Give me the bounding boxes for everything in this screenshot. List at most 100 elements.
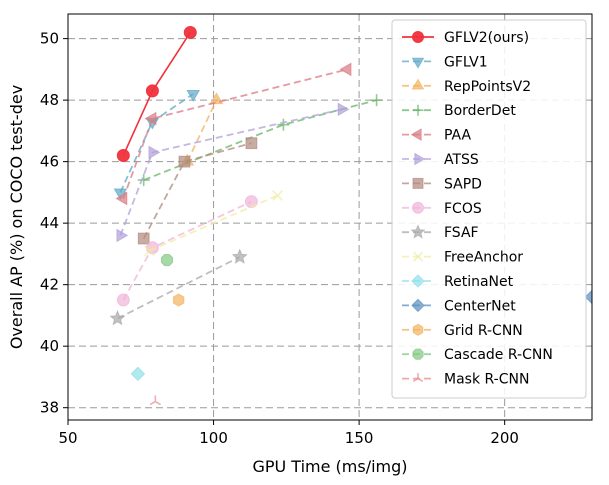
legend-marker: [412, 104, 424, 116]
legend-marker: [411, 274, 425, 288]
legend-label: RepPointsV2: [444, 79, 531, 95]
data-point: [337, 102, 350, 117]
y-tick-label: 46: [40, 153, 59, 171]
series-layer: [109, 25, 592, 406]
x-tick-label: 100: [199, 429, 228, 447]
legend-marker: [412, 348, 424, 360]
data-point: [145, 84, 159, 98]
legend-item: BorderDet: [402, 103, 516, 119]
y-tick-label: 40: [40, 337, 59, 355]
legend-marker: [410, 224, 426, 239]
legend-label: BorderDet: [444, 103, 516, 119]
legend-label: Cascade R-CNN: [444, 347, 553, 363]
data-point: [172, 293, 185, 307]
data-point: [339, 62, 352, 77]
legend-marker: [412, 31, 424, 43]
data-point: [116, 148, 130, 162]
data-point: [183, 25, 197, 39]
legend-label: PAA: [444, 128, 472, 144]
ticks: 50 100 150 200 38 40 42 44 46 48 50: [40, 30, 519, 447]
y-tick-label: 48: [40, 91, 59, 109]
legend-item: GFLV2(ours): [402, 30, 529, 46]
legend-item: RetinaNet: [402, 274, 514, 290]
x-tick-label: 50: [58, 429, 77, 447]
data-point: [231, 248, 248, 264]
plot-frame: [67, 13, 593, 421]
y-tick-label: 44: [40, 214, 59, 232]
y-axis-label: Overall AP (%) on COCO test-dev: [7, 85, 26, 349]
data-point: [130, 366, 146, 382]
y-tick-label: 38: [40, 399, 59, 417]
data-point: [160, 254, 174, 267]
data-point: [144, 245, 155, 257]
data-point: [186, 90, 201, 102]
data-point: [272, 190, 283, 201]
legend-marker: [410, 128, 422, 141]
legend-label: GFLV2(ours): [444, 30, 529, 46]
data-point: [277, 118, 290, 131]
series-mask-r-cnn: [149, 395, 161, 406]
legend-marker: [412, 373, 424, 383]
series-retinanet: [130, 366, 146, 382]
legend-label: GFLV1: [444, 54, 488, 70]
series-line: [149, 194, 278, 252]
legend-item: CenterNet: [402, 298, 516, 314]
data-point: [584, 289, 592, 305]
legend-item: Grid R-CNN: [402, 323, 523, 339]
series-freeanchor: [144, 190, 283, 257]
data-point: [116, 228, 129, 243]
legend-label: RetinaNet: [444, 274, 514, 290]
legend-marker: [412, 177, 424, 189]
legend-label: FreeAnchor: [444, 250, 523, 266]
legend-label: Grid R-CNN: [444, 323, 523, 339]
legend-label: SAPD: [444, 176, 482, 192]
legend-item: Mask R-CNN: [402, 372, 529, 388]
legend-label: FSAF: [444, 225, 479, 241]
data-point: [149, 395, 161, 406]
legend-item: FreeAnchor: [402, 250, 523, 266]
legend-item: SAPD: [402, 176, 482, 192]
legend-marker: [411, 78, 425, 90]
series-gflv2-ours-: [116, 25, 197, 162]
data-point: [137, 174, 150, 187]
legend-marker: [414, 152, 426, 166]
legend-label: FCOS: [444, 201, 482, 217]
series-grid-r-cnn: [172, 293, 185, 307]
legend-item: Cascade R-CNN: [402, 347, 553, 363]
data-point: [116, 293, 130, 307]
data-point: [370, 94, 383, 107]
legend-item: RepPointsV2: [402, 78, 531, 95]
legend-marker: [412, 323, 424, 336]
legend-item: FSAF: [402, 224, 479, 241]
series-cascade-r-cnn: [160, 254, 174, 267]
series-fsaf: [109, 248, 248, 326]
legend-marker: [413, 251, 423, 262]
legend-item: ATSS: [402, 152, 479, 168]
data-point: [178, 155, 191, 168]
legend-item: GFLV1: [402, 54, 488, 70]
series-line: [122, 68, 348, 199]
legend-box: [391, 19, 587, 399]
data-point: [245, 137, 258, 150]
legend-label: CenterNet: [444, 298, 516, 314]
y-tick-label: 50: [40, 30, 59, 48]
legend-marker: [411, 57, 425, 69]
x-tick-label: 200: [490, 429, 519, 447]
legend-marker: [412, 201, 424, 214]
data-point: [109, 309, 126, 326]
series-sapd: [137, 137, 258, 245]
legend-marker: [411, 298, 425, 313]
data-point: [115, 191, 128, 206]
series-line: [117, 256, 241, 320]
y-tick-label: 42: [40, 276, 59, 294]
x-axis-label: GPU Time (ms/img): [252, 457, 407, 476]
series-centernet: [584, 289, 592, 305]
series-paa: [115, 62, 352, 206]
legend-item: FCOS: [402, 201, 482, 217]
series-line: [186, 99, 218, 163]
legend-label: Mask R-CNN: [444, 372, 529, 388]
data-point: [144, 111, 157, 126]
data-point: [148, 145, 161, 160]
series-line: [142, 142, 252, 239]
